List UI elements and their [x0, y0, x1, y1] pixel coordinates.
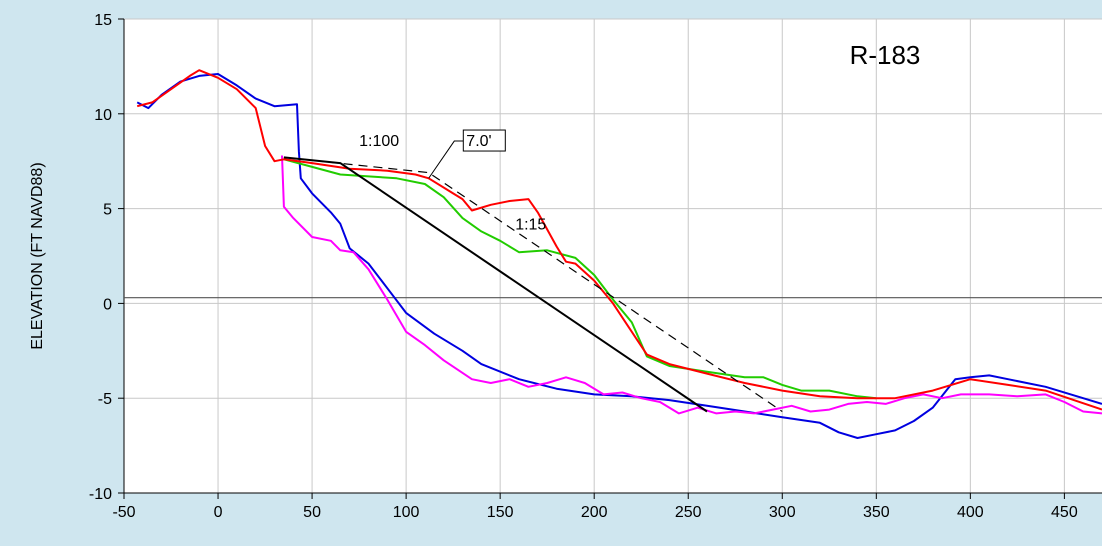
annotation-0: 1:100 — [359, 133, 399, 150]
x-tick-label: 400 — [957, 504, 984, 521]
x-tick-label: -50 — [112, 504, 135, 521]
y-tick-label: 15 — [94, 12, 112, 29]
series-line-0 — [136, 73, 1102, 439]
x-tick-label: 300 — [769, 504, 796, 521]
y-tick-label: 10 — [94, 107, 112, 124]
x-tick-label: 50 — [303, 504, 321, 521]
x-tick-label: 200 — [581, 504, 608, 521]
x-tick-label: 450 — [1051, 504, 1078, 521]
y-tick-label: -5 — [98, 391, 112, 408]
series-line-1 — [281, 155, 1102, 415]
series-layer — [136, 69, 1102, 439]
plot-area — [124, 19, 1102, 493]
annotation-1: 7.0' — [466, 133, 491, 150]
x-tick-label: 150 — [487, 504, 514, 521]
x-tick-label: 100 — [393, 504, 420, 521]
y-tick-label: 0 — [103, 296, 112, 313]
x-tick-label: 250 — [675, 504, 702, 521]
series-line-2 — [283, 158, 877, 400]
series-line-3 — [136, 69, 1102, 411]
x-tick-label: 0 — [214, 504, 223, 521]
annotation-leader — [428, 140, 464, 179]
chart-title: R-183 — [850, 40, 921, 70]
tick-labels: -50 0 50 100 150 200 250 300 350 400 450-10-505101… — [89, 12, 1078, 521]
y-tick-label: 5 — [103, 202, 112, 219]
annotation-2: 1:15 — [515, 216, 546, 233]
y-tick-label: -10 — [89, 486, 112, 503]
series-line-5 — [283, 156, 783, 412]
x-tick-label: 350 — [863, 504, 890, 521]
annotations: 1:100 7.0' 1:15 — [359, 129, 546, 233]
y-axis-label: ELEVATION (FT NAVD88) — [29, 162, 46, 349]
